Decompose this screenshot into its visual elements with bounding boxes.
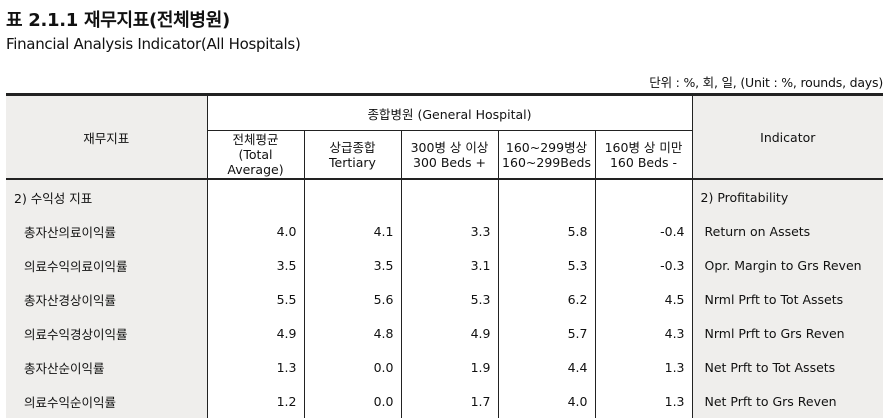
cell-under-160-beds: 4.5 <box>594 282 693 316</box>
row-label-ko: 의료수익순이익률 <box>6 384 208 418</box>
section-label-ko: 2) 수익성 지표 <box>6 179 208 214</box>
row-label-en: Return on Assets <box>691 214 884 248</box>
section-label-en: 2) Profitability <box>691 179 884 214</box>
cell-160-299-beds: 4.0 <box>497 384 595 418</box>
cell-tertiary: 5.6 <box>303 282 401 316</box>
cell-total-average: 1.2 <box>276 393 297 409</box>
cell-300-beds-plus: 1.7 <box>400 384 498 418</box>
cell-300-beds-plus: 5.3 <box>400 282 498 316</box>
header-indicator-en: Indicator <box>691 93 884 180</box>
cell-300-beds-plus: 1.9 <box>400 350 498 384</box>
cell-tertiary: 0.0 <box>303 384 401 418</box>
section-row: 2) 수익성 지표 2) Profitability <box>6 179 884 214</box>
cell-under-160-beds: -0.4 <box>594 214 693 248</box>
col-header-300-beds-plus: 300병 상 이상 300 Beds + <box>400 130 498 180</box>
cell-tertiary: 4.1 <box>303 214 401 248</box>
table-subtitle: Financial Analysis Indicator(All Hospita… <box>6 35 301 53</box>
cell-300-beds-plus: 3.1 <box>400 248 498 282</box>
cell-total-average: 1.3 <box>276 359 297 375</box>
table-row: 총자산순이익률 1.3 0.0 1.9 4.4 1.3 Net Prft to … <box>6 350 884 384</box>
row-label-ko: 의료수익경상이익률 <box>6 316 208 350</box>
cell-total-average: 4.9 <box>276 325 297 341</box>
financial-indicator-table: 재무지표 종합병원 (General Hospital) Indicator 전… <box>6 93 884 418</box>
cell-under-160-beds: 4.3 <box>594 316 693 350</box>
row-label-ko: 의료수익의료이익률 <box>6 248 208 282</box>
col-header-total-average: 전체평균 (Total Average) <box>207 130 304 180</box>
cell-total-average: 5.5 <box>276 291 297 307</box>
header-indicator-ko: 재무지표 <box>6 93 208 180</box>
unit-note: 단위 : %, 회, 일, (Unit : %, rounds, days) <box>649 75 883 90</box>
row-label-en: Nrml Prft to Tot Assets <box>691 282 884 316</box>
table-row: 의료수익경상이익률 4.9 4.8 4.9 5.7 4.3 Nrml Prft … <box>6 316 884 350</box>
row-label-en: Net Prft to Tot Assets <box>691 350 884 384</box>
cell-tertiary: 3.5 <box>303 248 401 282</box>
row-label-en: Nrml Prft to Grs Reven <box>691 316 884 350</box>
cell-under-160-beds: 1.3 <box>594 384 693 418</box>
cell-160-299-beds: 6.2 <box>497 282 595 316</box>
cell-160-299-beds: 5.7 <box>497 316 595 350</box>
table-row: 총자산의료이익률 4.0 4.1 3.3 5.8 -0.4 Return on … <box>6 214 884 248</box>
cell-total-average: 3.5 <box>276 257 297 273</box>
row-label-ko: 총자산의료이익률 <box>6 214 208 248</box>
row-label-en: Opr. Margin to Grs Reven <box>691 248 884 282</box>
table-title: 표 2.1.1 재무지표(전체병원) <box>6 10 230 31</box>
cell-160-299-beds: 5.8 <box>497 214 595 248</box>
cell-300-beds-plus: 4.9 <box>400 316 498 350</box>
cell-300-beds-plus: 3.3 <box>400 214 498 248</box>
col-header-160-299-beds: 160~299병상 160~299Beds <box>497 130 595 180</box>
cell-tertiary: 4.8 <box>303 316 401 350</box>
header-general-hospital: 종합병원 (General Hospital) <box>207 93 693 131</box>
table-row: 의료수익순이익률 1.2 0.0 1.7 4.0 1.3 Net Prft to… <box>6 384 884 418</box>
cell-total-average: 4.0 <box>276 223 297 239</box>
cell-160-299-beds: 4.4 <box>497 350 595 384</box>
col-header-tertiary: 상급종합 Tertiary <box>303 130 401 180</box>
row-label-ko: 총자산순이익률 <box>6 350 208 384</box>
col-header-under-160-beds: 160병 상 미만 160 Beds - <box>594 130 693 180</box>
row-label-en: Net Prft to Grs Reven <box>691 384 884 418</box>
cell-tertiary: 0.0 <box>303 350 401 384</box>
cell-under-160-beds: -0.3 <box>594 248 693 282</box>
table-row: 의료수익의료이익률 3.5 3.5 3.1 5.3 -0.3 Opr. Marg… <box>6 248 884 282</box>
table-row: 총자산경상이익률 5.5 5.6 5.3 6.2 4.5 Nrml Prft t… <box>6 282 884 316</box>
cell-under-160-beds: 1.3 <box>594 350 693 384</box>
row-label-ko: 총자산경상이익률 <box>6 282 208 316</box>
cell-160-299-beds: 5.3 <box>497 248 595 282</box>
